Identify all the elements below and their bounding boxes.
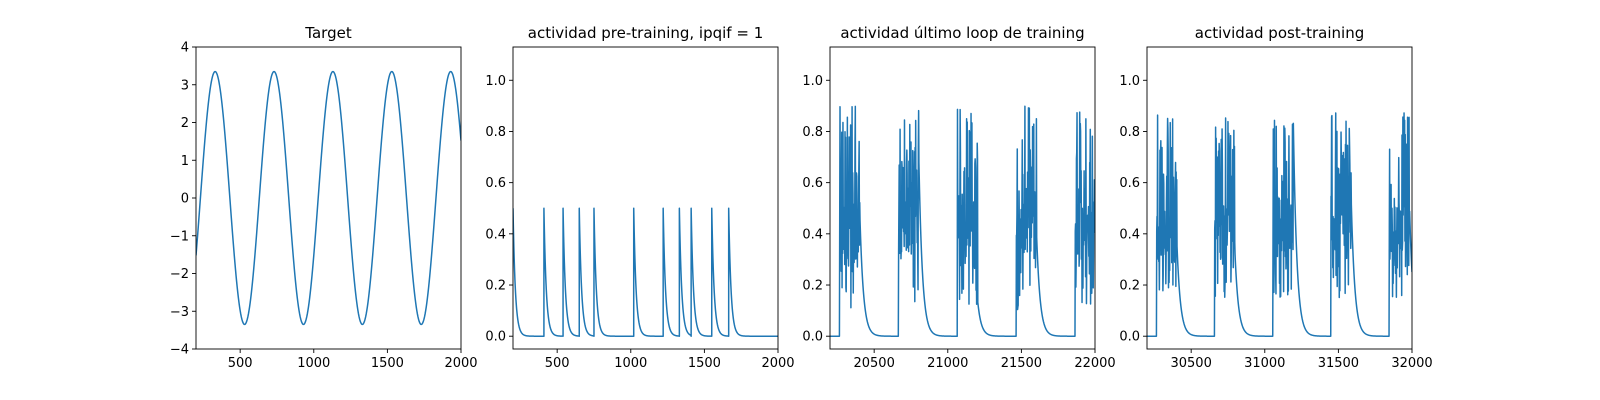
axes-frame — [195, 46, 462, 350]
y-tick-label: −3 — [170, 305, 189, 320]
subplot-1: Target 500 1000 1500 2000 −4 −3 −2 −1 0 1 2 3 4 — [170, 24, 478, 371]
y-tick-label: 0.2 — [485, 279, 506, 294]
x-tick-label: 20500 — [853, 356, 894, 371]
x-tick-label: 21500 — [1001, 356, 1042, 371]
y-tick-label: 4 — [181, 41, 189, 56]
y-tick-label: 0 — [181, 192, 189, 207]
y-tick-label: 0.4 — [802, 227, 823, 242]
series-line-1 — [830, 105, 1095, 337]
y-tick-label: 0.0 — [802, 330, 823, 345]
y-tick-label: 1.0 — [1119, 74, 1140, 89]
y-tick-label: 0.2 — [1119, 279, 1140, 294]
x-tick-label: 1000 — [297, 356, 330, 371]
series-line-1 — [1147, 112, 1412, 337]
x-tick-label: 1500 — [688, 356, 721, 371]
x-tick-label: 500 — [545, 356, 570, 371]
x-tick-label: 1500 — [371, 356, 404, 371]
y-tick-label: 0.6 — [1119, 176, 1140, 191]
axes-frame — [1146, 46, 1413, 350]
x-tick-label: 31000 — [1244, 356, 1285, 371]
y-tick-label: −1 — [170, 229, 189, 244]
y-tick-label: 1 — [181, 154, 189, 169]
y-tick-label: 0.8 — [1119, 125, 1140, 140]
subplot-3: actividad último loop de training 20500 21… — [802, 24, 1115, 371]
x-tick-label: 2000 — [444, 356, 477, 371]
y-tick-label: 1.0 — [485, 74, 506, 89]
series-line-1 — [196, 70, 461, 326]
y-tick-label: 0.6 — [802, 176, 823, 191]
y-tick-label: 0.4 — [485, 227, 506, 242]
subplot-title: actividad post-training — [1195, 24, 1364, 42]
y-tick-label: 1.0 — [802, 74, 823, 89]
y-tick-label: 0.6 — [485, 176, 506, 191]
subplot-title: actividad último loop de training — [840, 24, 1084, 42]
series-line-1 — [513, 207, 778, 337]
y-tick-label: 0.2 — [802, 279, 823, 294]
y-tick-label: 0.4 — [1119, 227, 1140, 242]
x-tick-label: 500 — [228, 356, 253, 371]
y-tick-label: 0.0 — [1119, 330, 1140, 345]
y-tick-label: 3 — [181, 78, 189, 93]
y-tick-label: 0.8 — [802, 125, 823, 140]
subplot-4: actividad post-training 30500 31000 31500 32… — [1119, 24, 1432, 371]
x-tick-label: 32000 — [1391, 356, 1432, 371]
x-tick-label: 1000 — [614, 356, 647, 371]
subplot-2: actividad pre-training, ipqif = 1 500 1000… — [485, 24, 794, 371]
x-tick-label: 21000 — [927, 356, 968, 371]
x-tick-label: 2000 — [761, 356, 794, 371]
y-tick-label: −4 — [170, 343, 189, 358]
y-tick-label: −2 — [170, 267, 189, 282]
x-tick-label: 30500 — [1170, 356, 1211, 371]
axes-frame — [829, 46, 1096, 350]
subplot-title: actividad pre-training, ipqif = 1 — [528, 24, 764, 42]
subplot-title: Target — [304, 24, 352, 42]
x-tick-label: 22000 — [1074, 356, 1115, 371]
axes-frame — [512, 46, 779, 350]
y-tick-label: 0.0 — [485, 330, 506, 345]
x-tick-label: 31500 — [1318, 356, 1359, 371]
y-tick-label: 0.8 — [485, 125, 506, 140]
y-tick-label: 2 — [181, 116, 189, 131]
